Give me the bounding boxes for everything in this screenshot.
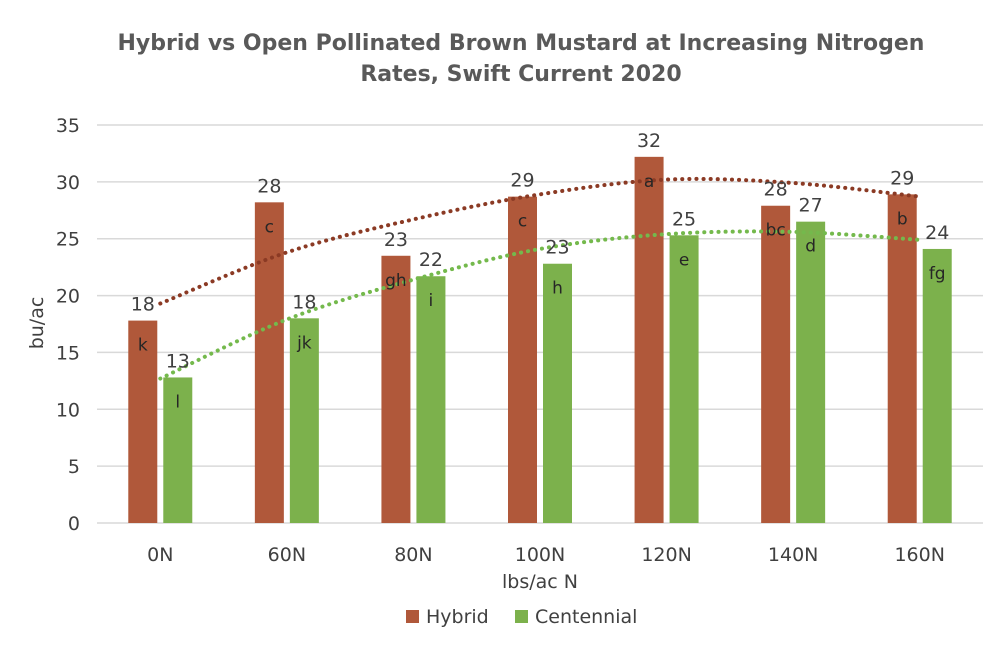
value-label: 13 xyxy=(166,350,190,372)
legend: Hybrid Centennial xyxy=(406,606,637,628)
value-label: 32 xyxy=(637,130,661,152)
value-label: 18 xyxy=(131,294,155,316)
significance-letter: fg xyxy=(929,264,946,284)
y-tick-label: 10 xyxy=(56,399,80,421)
significance-letter: b xyxy=(897,209,908,229)
legend-swatch-hybrid xyxy=(406,610,419,623)
bar-hybrid-100n xyxy=(508,196,537,523)
significance-letter: k xyxy=(138,336,148,356)
x-tick-label: 120N xyxy=(641,544,691,566)
x-tick-label: 0N xyxy=(147,544,173,566)
chart-title-line-1: Hybrid vs Open Pollinated Brown Mustard … xyxy=(118,31,925,56)
bar-hybrid-120n xyxy=(634,156,664,523)
bar-centennial-60n xyxy=(289,318,319,523)
value-label: 29 xyxy=(890,167,914,189)
bar-centennial-160n xyxy=(922,248,952,523)
x-tick-label: 60N xyxy=(268,544,306,566)
significance-letter: h xyxy=(552,279,563,299)
x-tick-label: 140N xyxy=(768,544,818,566)
y-tick-labels: 0 5 10 15 20 25 30 35 xyxy=(56,115,80,535)
y-tick-label: 25 xyxy=(56,229,80,251)
y-tick-label: 15 xyxy=(56,342,80,364)
trendline-hybrid xyxy=(158,176,922,306)
significance-letter: a xyxy=(644,172,654,192)
value-label: 22 xyxy=(419,249,443,271)
x-tick-label: 100N xyxy=(515,544,565,566)
y-tick-label: 30 xyxy=(56,172,80,194)
value-label: 23 xyxy=(384,229,408,251)
gridlines xyxy=(97,124,983,524)
y-tick-label: 5 xyxy=(68,456,80,478)
data-labels: 18 k 28 c 23 gh 29 c 32 a 28 bc 29 b 13 l 18 jk 22 i 23 h 25 e 2… xyxy=(131,130,950,413)
x-axis-label: lbs/ac N xyxy=(502,571,578,593)
significance-letter: jk xyxy=(296,333,312,353)
bar-hybrid-140n xyxy=(761,205,791,524)
x-tick-label: 160N xyxy=(894,544,944,566)
significance-letter: l xyxy=(175,392,180,412)
value-label: 28 xyxy=(257,175,281,197)
value-label: 28 xyxy=(764,179,788,201)
significance-letter: c xyxy=(518,212,527,232)
significance-letter: e xyxy=(679,250,689,270)
chart-title-line-2: Rates, Swift Current 2020 xyxy=(360,62,681,87)
bar-centennial-100n xyxy=(543,263,572,523)
legend-swatch-centennial xyxy=(515,610,528,623)
bar-hybrid-80n xyxy=(381,255,411,523)
value-label: 18 xyxy=(292,291,316,313)
y-tick-label: 35 xyxy=(56,115,80,137)
bar-hybrid-60n xyxy=(254,202,284,523)
trendline-centennial xyxy=(158,229,922,381)
x-tick-labels: 0N 60N 80N 100N 120N 140N 160N xyxy=(147,544,945,566)
y-axis-label: bu/ac xyxy=(26,297,48,350)
y-tick-label: 20 xyxy=(56,286,80,308)
value-label: 27 xyxy=(799,195,823,217)
bar-centennial-80n xyxy=(416,276,446,523)
legend-label-centennial: Centennial xyxy=(535,606,637,628)
bar-centennial-140n xyxy=(796,221,826,523)
legend-label-hybrid: Hybrid xyxy=(426,606,489,628)
trendlines xyxy=(158,176,922,381)
value-label: 29 xyxy=(510,170,534,192)
value-label: 24 xyxy=(925,222,949,244)
significance-letter: gh xyxy=(385,271,407,291)
significance-letter: d xyxy=(805,237,816,257)
bar-centennial-120n xyxy=(669,235,699,523)
y-tick-label: 0 xyxy=(68,513,80,535)
bars xyxy=(128,156,952,524)
significance-letter: bc xyxy=(766,221,786,241)
bar-centennial-0n xyxy=(163,377,193,523)
x-tick-label: 80N xyxy=(394,544,432,566)
bar-hybrid-0n xyxy=(128,320,158,523)
value-label: 25 xyxy=(672,208,696,230)
significance-letter: i xyxy=(429,291,434,311)
significance-letter: c xyxy=(265,217,274,237)
value-label: 23 xyxy=(545,237,569,259)
bar-hybrid-160n xyxy=(887,194,917,523)
